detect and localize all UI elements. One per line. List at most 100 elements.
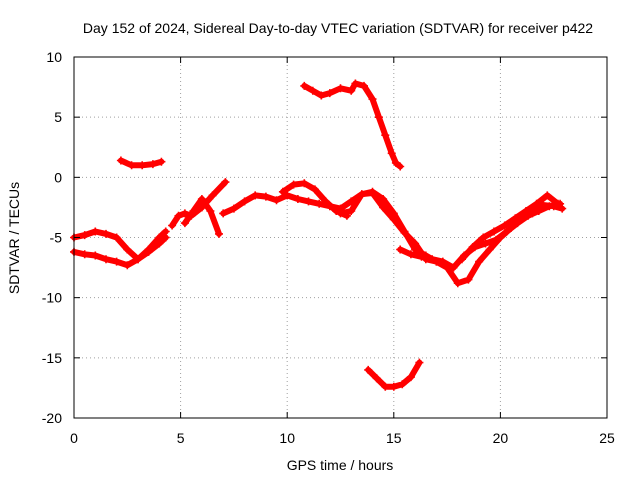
data-point <box>325 89 334 98</box>
data-point <box>502 227 511 236</box>
data-point <box>387 149 396 158</box>
data-point <box>360 81 368 90</box>
data-point <box>240 197 249 206</box>
data-point <box>272 196 281 205</box>
data-point <box>293 195 302 203</box>
data-point <box>391 158 400 167</box>
data-point <box>500 221 509 230</box>
data-point <box>102 229 110 238</box>
data-point <box>372 374 381 383</box>
data-point <box>317 91 326 100</box>
data-point <box>364 365 373 374</box>
data-point <box>396 245 405 254</box>
data-point <box>532 199 541 208</box>
x-tick-label: 15 <box>386 430 402 446</box>
data-point <box>417 252 426 261</box>
series-line <box>181 196 222 237</box>
series-track-e <box>180 195 223 238</box>
data-point <box>396 162 405 171</box>
data-point <box>321 197 330 206</box>
data-point <box>197 195 206 203</box>
data-point <box>468 243 477 252</box>
data-point <box>381 382 390 391</box>
data-point <box>148 160 157 169</box>
data-point <box>543 191 552 200</box>
data-point <box>389 382 398 391</box>
data-point <box>208 191 217 200</box>
data-point <box>554 199 562 208</box>
data-point <box>138 161 147 170</box>
data-point <box>308 86 317 95</box>
data-point <box>453 279 462 288</box>
data-point <box>490 227 498 236</box>
data-point <box>219 209 228 218</box>
data-point <box>479 233 488 242</box>
data-point <box>289 180 298 189</box>
data-point <box>310 185 319 194</box>
data-point <box>80 250 89 259</box>
series-line <box>71 234 169 269</box>
data-point <box>492 235 501 244</box>
data-point <box>127 161 136 170</box>
data-point <box>485 245 494 254</box>
series-line <box>459 192 561 263</box>
data-point <box>134 255 142 264</box>
axis-ticks <box>73 56 608 419</box>
data-point <box>347 86 356 95</box>
x-tick-labels: 0 5 10 15 20 25 <box>70 430 615 446</box>
y-tick-labels: -20 -15 -10 -5 0 5 10 <box>42 49 62 426</box>
y-tick-label: -10 <box>42 290 62 306</box>
data-point <box>522 207 530 215</box>
data-point <box>157 157 166 166</box>
y-tick-label: -15 <box>42 350 62 366</box>
data-point <box>261 192 270 201</box>
data-point <box>389 215 398 224</box>
data-point <box>374 113 383 122</box>
data-point <box>351 79 360 88</box>
data-point <box>475 257 484 266</box>
data-point <box>174 211 183 220</box>
data-point <box>116 156 125 165</box>
x-tick-label: 0 <box>70 430 78 446</box>
data-point <box>511 214 520 223</box>
data-point <box>381 131 390 140</box>
data-point <box>206 207 215 215</box>
data-point <box>458 255 466 264</box>
data-point <box>102 255 110 264</box>
data-point <box>368 189 377 197</box>
data-point <box>379 203 388 212</box>
y-tick-label: -5 <box>50 230 63 246</box>
data-point <box>283 191 292 200</box>
data-point <box>411 239 420 248</box>
data-point <box>155 239 164 248</box>
y-tick-label: 0 <box>54 169 62 185</box>
data-point <box>168 221 177 230</box>
data-point <box>368 95 377 104</box>
data-point <box>251 191 260 200</box>
series-track-g <box>278 179 351 220</box>
data-point <box>464 275 473 284</box>
data-point <box>415 358 424 367</box>
data-point <box>336 84 345 93</box>
x-tick-label: 20 <box>493 430 509 446</box>
data-point <box>80 231 89 240</box>
data-point <box>400 228 409 237</box>
x-axis-label: GPS time / hours <box>287 457 394 473</box>
series-line <box>71 228 169 263</box>
data-point <box>278 187 287 196</box>
data-point <box>144 247 153 256</box>
data-point <box>398 380 407 389</box>
data-point <box>347 207 356 215</box>
plot-frame <box>73 56 608 419</box>
data-point <box>428 255 437 264</box>
series-line <box>397 200 564 271</box>
data-series <box>70 79 567 391</box>
data-point <box>449 263 458 272</box>
data-point <box>545 202 554 211</box>
data-point <box>91 227 100 236</box>
data-point <box>112 233 121 242</box>
data-point <box>357 190 366 199</box>
data-point <box>180 219 189 228</box>
x-tick-label: 25 <box>599 430 615 446</box>
